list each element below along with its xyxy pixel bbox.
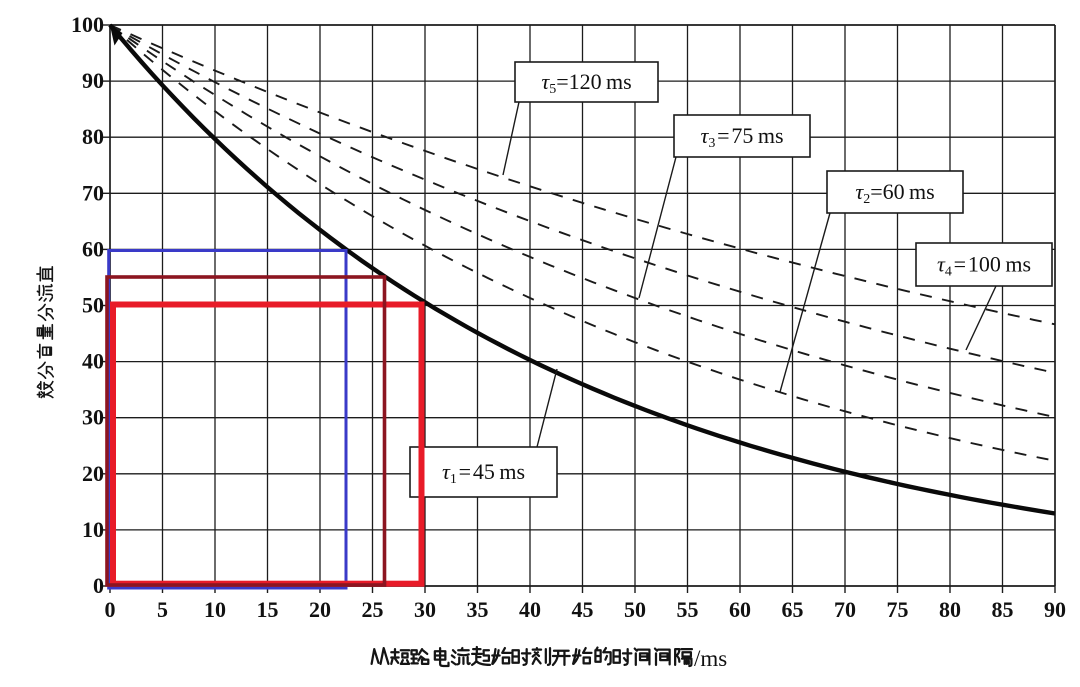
- svg-text:20: 20: [309, 597, 331, 622]
- svg-text:τ1 = 45 ms: τ1 = 45 ms: [442, 459, 525, 487]
- svg-text:20: 20: [82, 461, 104, 486]
- svg-text:10: 10: [204, 597, 226, 622]
- svg-text:τ3 = 75 ms: τ3 = 75 ms: [700, 123, 783, 151]
- svg-text:/ms: /ms: [694, 646, 727, 671]
- svg-text:30: 30: [414, 597, 436, 622]
- svg-text:55: 55: [677, 597, 699, 622]
- svg-text:τ5=120 ms: τ5=120 ms: [541, 69, 631, 97]
- svg-text:50: 50: [624, 597, 646, 622]
- svg-text:100: 100: [71, 12, 104, 37]
- svg-text:90: 90: [82, 68, 104, 93]
- svg-text:45: 45: [572, 597, 594, 622]
- svg-text:τ2=60 ms: τ2=60 ms: [855, 179, 934, 207]
- svg-text:0: 0: [105, 597, 116, 622]
- svg-text:75: 75: [887, 597, 909, 622]
- svg-text:10: 10: [82, 517, 104, 542]
- svg-text:5: 5: [157, 597, 168, 622]
- svg-text:85: 85: [992, 597, 1014, 622]
- svg-text:30: 30: [82, 405, 104, 430]
- svg-text:80: 80: [82, 124, 104, 149]
- svg-text:35: 35: [467, 597, 489, 622]
- svg-text:40: 40: [82, 349, 104, 374]
- svg-text:25: 25: [362, 597, 384, 622]
- svg-text:τ4 = 100 ms: τ4 = 100 ms: [937, 252, 1031, 280]
- svg-text:90: 90: [1044, 597, 1066, 622]
- svg-text:60: 60: [82, 236, 104, 261]
- svg-text:15: 15: [257, 597, 279, 622]
- svg-text:40: 40: [519, 597, 541, 622]
- svg-text:70: 70: [82, 180, 104, 205]
- svg-text:65: 65: [782, 597, 804, 622]
- svg-text:60: 60: [729, 597, 751, 622]
- svg-text:70: 70: [834, 597, 856, 622]
- svg-text:0: 0: [93, 573, 104, 598]
- svg-text:50: 50: [82, 293, 104, 318]
- svg-text:80: 80: [939, 597, 961, 622]
